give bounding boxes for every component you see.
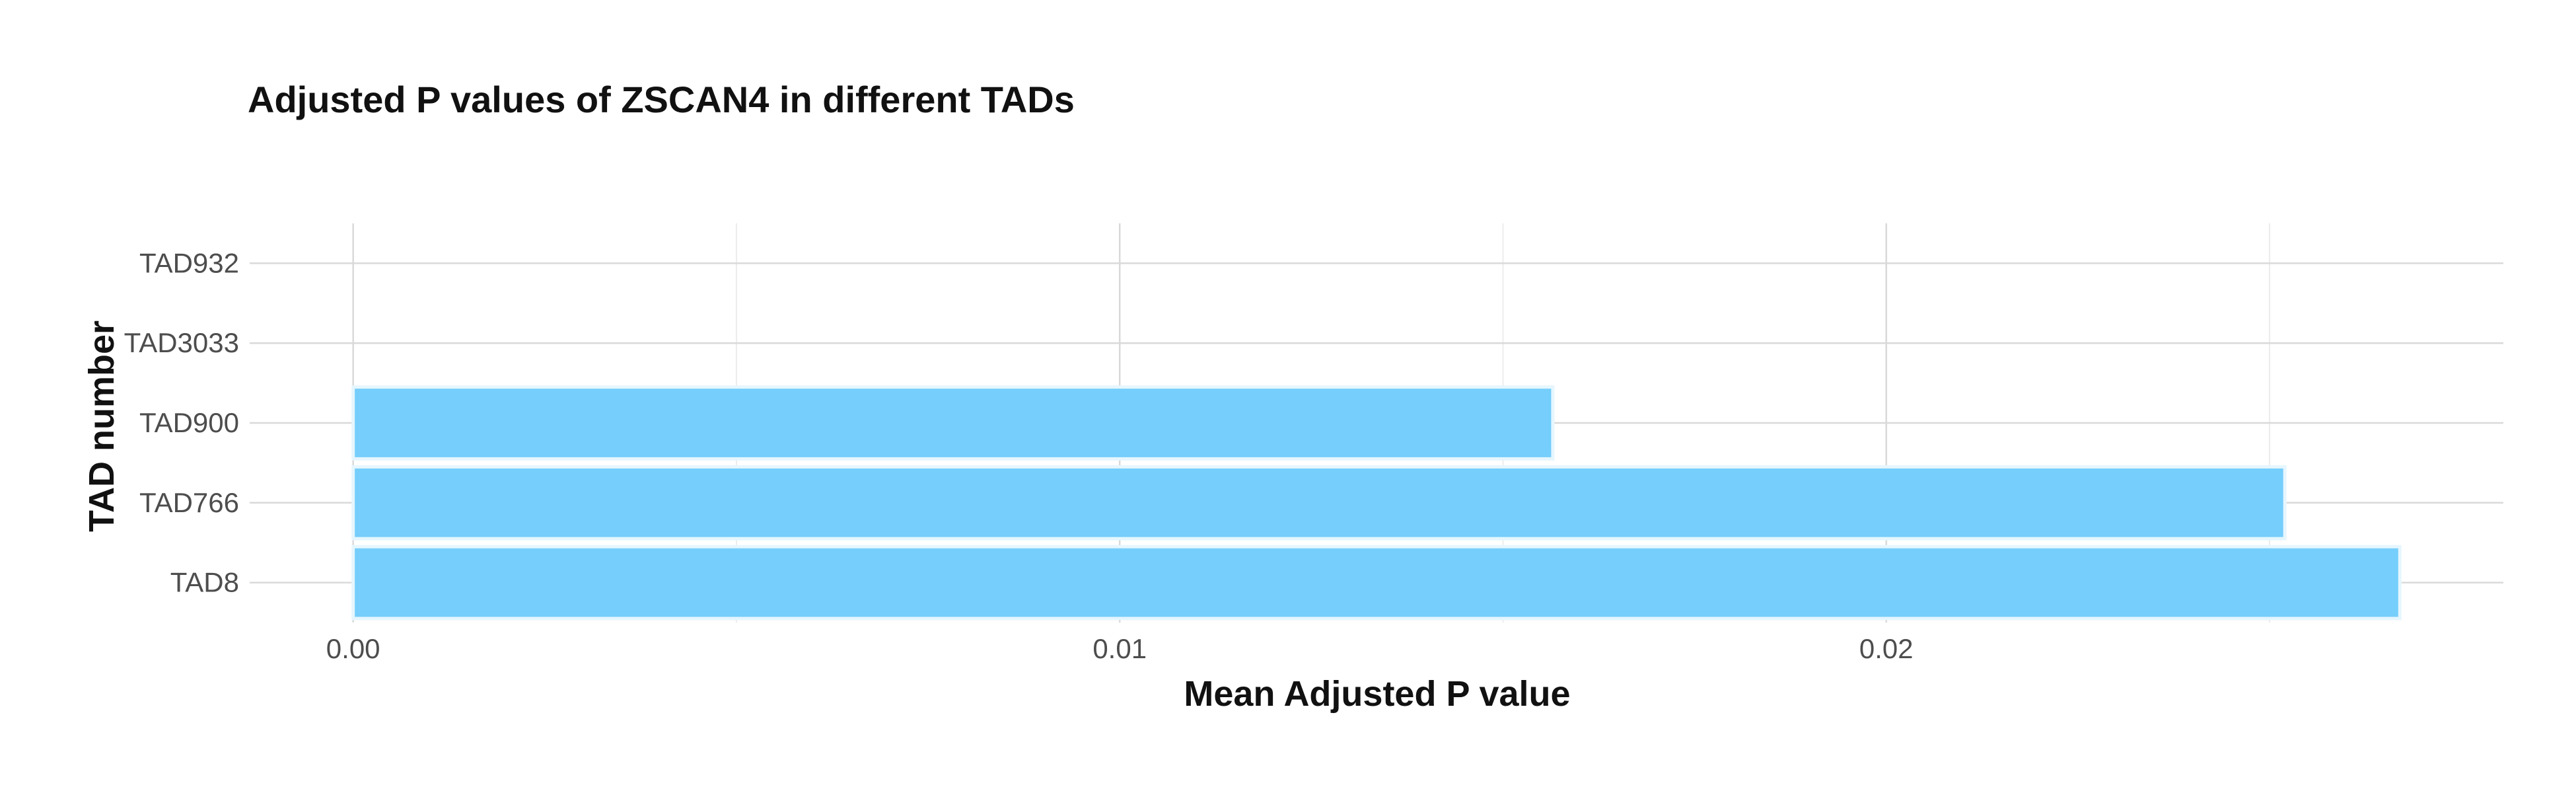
x-tick-label: 0.00 bbox=[326, 633, 380, 664]
y-axis-title: TAD number bbox=[82, 321, 122, 532]
bar-tad8 bbox=[351, 545, 2402, 621]
y-tick-label: TAD8 bbox=[170, 567, 239, 598]
bar-tad900 bbox=[351, 385, 1555, 461]
x-tick-label: 0.01 bbox=[1092, 633, 1147, 664]
x-axis-title: Mean Adjusted P value bbox=[1184, 674, 1570, 714]
y-tick-label: TAD3033 bbox=[124, 327, 239, 358]
y-tick-label: TAD766 bbox=[139, 487, 239, 518]
y-tick-label: TAD900 bbox=[139, 407, 239, 438]
tick-labels: TAD932 TAD3033 TAD900 TAD766 TAD8 0.00 0.01 0.0… bbox=[124, 247, 1914, 664]
x-tick-label: 0.02 bbox=[1859, 633, 1914, 664]
y-tick-label: TAD932 bbox=[139, 247, 239, 278]
chart-title: Adjusted P values of ZSCAN4 in different… bbox=[248, 79, 1075, 120]
bar-tad766 bbox=[351, 465, 2287, 541]
bars bbox=[351, 385, 2402, 621]
